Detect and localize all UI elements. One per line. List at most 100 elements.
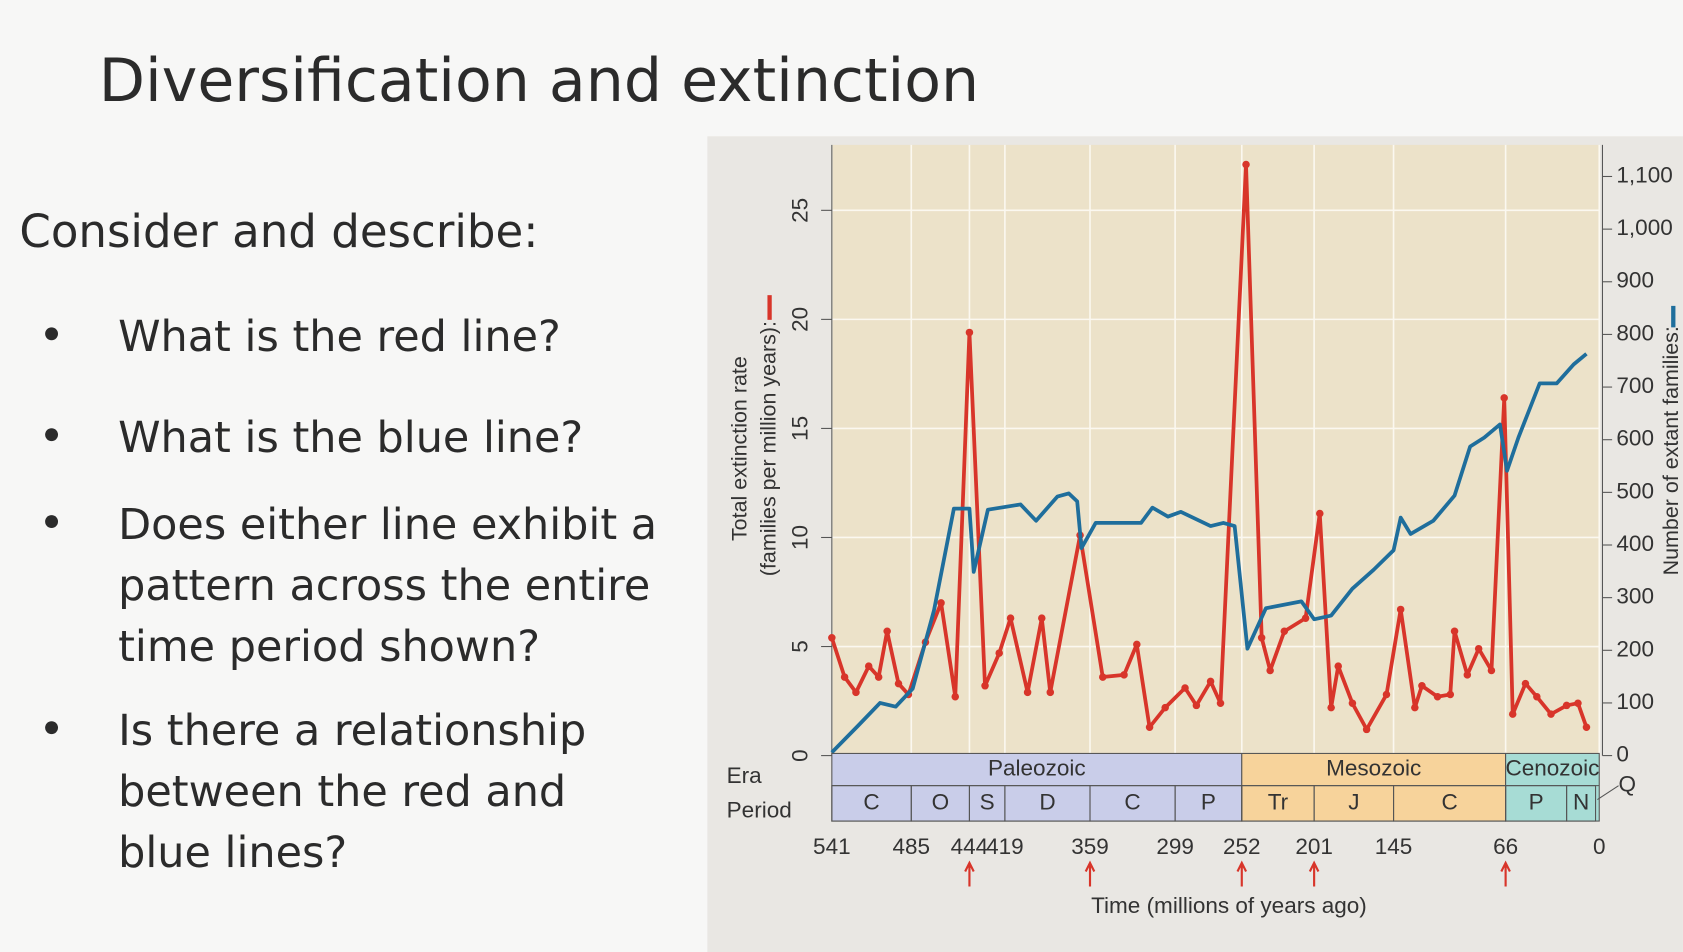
period-label: C <box>863 789 879 814</box>
bullet-text: What is the blue line? <box>118 413 583 463</box>
bullet-dot <box>45 327 59 341</box>
extinction-arrow <box>964 860 975 887</box>
data-point <box>1500 394 1508 402</box>
data-point <box>883 627 891 636</box>
x-axis-title: Time (millions of years ago) <box>1091 893 1367 918</box>
data-point <box>1348 699 1357 708</box>
period-label: Tr <box>1268 789 1289 814</box>
y2-tick-label: 600 <box>1616 426 1654 451</box>
data-point <box>1582 723 1591 731</box>
data-point <box>1533 692 1541 701</box>
data-point <box>852 688 860 697</box>
y-axis-title: (families per million years): <box>756 321 780 576</box>
data-point <box>1242 160 1250 169</box>
data-point <box>1181 684 1189 692</box>
era-band <box>1505 752 1600 822</box>
y2-tick-label: 500 <box>1616 478 1654 503</box>
data-point <box>1487 666 1496 675</box>
y2-tick-label: 100 <box>1616 689 1654 714</box>
y-tick-label: 5 <box>788 640 813 653</box>
y2-tick-label: 900 <box>1616 268 1654 293</box>
data-point <box>1562 701 1571 710</box>
y-tick-label: 10 <box>788 525 813 550</box>
x-tick-label: 299 <box>1156 834 1194 859</box>
period-label: C <box>1441 789 1457 814</box>
data-point <box>937 599 945 607</box>
period-label: J <box>1348 789 1359 814</box>
extinction-arrow <box>1236 860 1248 887</box>
plot-area <box>831 144 1600 756</box>
era-label: Mesozoic <box>1326 755 1421 780</box>
bullet-list: What is the red line? What is the blue li… <box>45 312 657 878</box>
data-point <box>981 682 989 690</box>
bullet-text: pattern across the entire <box>118 561 650 611</box>
y2-tick-label: 200 <box>1616 636 1654 661</box>
data-point <box>965 328 974 337</box>
y2-tick-label: 1,100 <box>1616 162 1672 187</box>
bullet-dot <box>45 428 59 442</box>
period-label: C <box>1124 789 1140 814</box>
data-point <box>1446 690 1455 699</box>
x-tick-label: 485 <box>892 834 930 859</box>
era-band <box>1241 752 1507 822</box>
x-tick-label: 201 <box>1295 834 1333 859</box>
data-point <box>1099 673 1107 681</box>
y-tick-label: 0 <box>788 749 813 762</box>
data-point <box>1216 699 1225 708</box>
data-point <box>1257 634 1266 642</box>
quaternary-label: Q <box>1619 772 1637 797</box>
x-tick-label: 145 <box>1375 834 1413 859</box>
y-tick-label: 25 <box>788 198 813 223</box>
data-point <box>1206 677 1215 686</box>
period-label: P <box>1201 789 1216 814</box>
data-point <box>1463 671 1472 679</box>
y-axis-title: Total extinction rate <box>727 356 751 541</box>
y2-tick-label: 400 <box>1616 531 1654 556</box>
y2-tick-label: 300 <box>1616 584 1654 609</box>
period-label: S <box>980 789 995 814</box>
y2-tick-label: 700 <box>1616 373 1654 398</box>
data-point <box>1192 701 1201 710</box>
period-label: O <box>932 789 950 814</box>
data-point <box>1145 723 1154 731</box>
data-point <box>1161 703 1169 712</box>
data-point <box>1547 710 1555 718</box>
data-point <box>1023 688 1032 697</box>
bullet-dot <box>45 515 59 529</box>
data-point <box>1006 614 1015 622</box>
data-point <box>1120 671 1128 679</box>
period-cell <box>1566 785 1597 822</box>
era-label: Paleozoic <box>988 755 1086 780</box>
data-point <box>1038 614 1046 622</box>
x-tick-label: 541 <box>813 834 851 859</box>
slide-title: Diversification and extinction <box>99 46 979 116</box>
data-point <box>864 662 873 670</box>
data-point <box>1334 662 1342 670</box>
y2-axis-title: Number of extant families: <box>1659 326 1683 575</box>
period-label: D <box>1039 789 1055 814</box>
data-point <box>1280 627 1289 636</box>
data-point <box>1133 640 1141 649</box>
y2-tick-label: 1,000 <box>1616 215 1672 240</box>
bullet-text: What is the red line? <box>118 312 561 362</box>
data-point <box>1411 703 1419 712</box>
data-point <box>840 673 849 681</box>
x-tick-label: 0 <box>1593 834 1606 859</box>
era-band <box>831 752 1243 822</box>
bullet-dot <box>45 721 59 735</box>
data-point <box>828 634 836 642</box>
data-point <box>1474 644 1483 653</box>
extinction-arrow <box>1308 860 1320 887</box>
data-point <box>1327 703 1335 712</box>
y-tick-label: 15 <box>788 416 813 441</box>
y2-tick-label: 800 <box>1616 320 1654 345</box>
x-tick-label: 66 <box>1493 834 1518 859</box>
period-label: P <box>1529 789 1544 814</box>
bullet-text: between the red and <box>118 767 566 817</box>
bullet-text: Does either line exhibit a <box>118 500 657 550</box>
bullet-text: time period shown? <box>118 622 540 672</box>
data-point <box>1574 699 1582 708</box>
